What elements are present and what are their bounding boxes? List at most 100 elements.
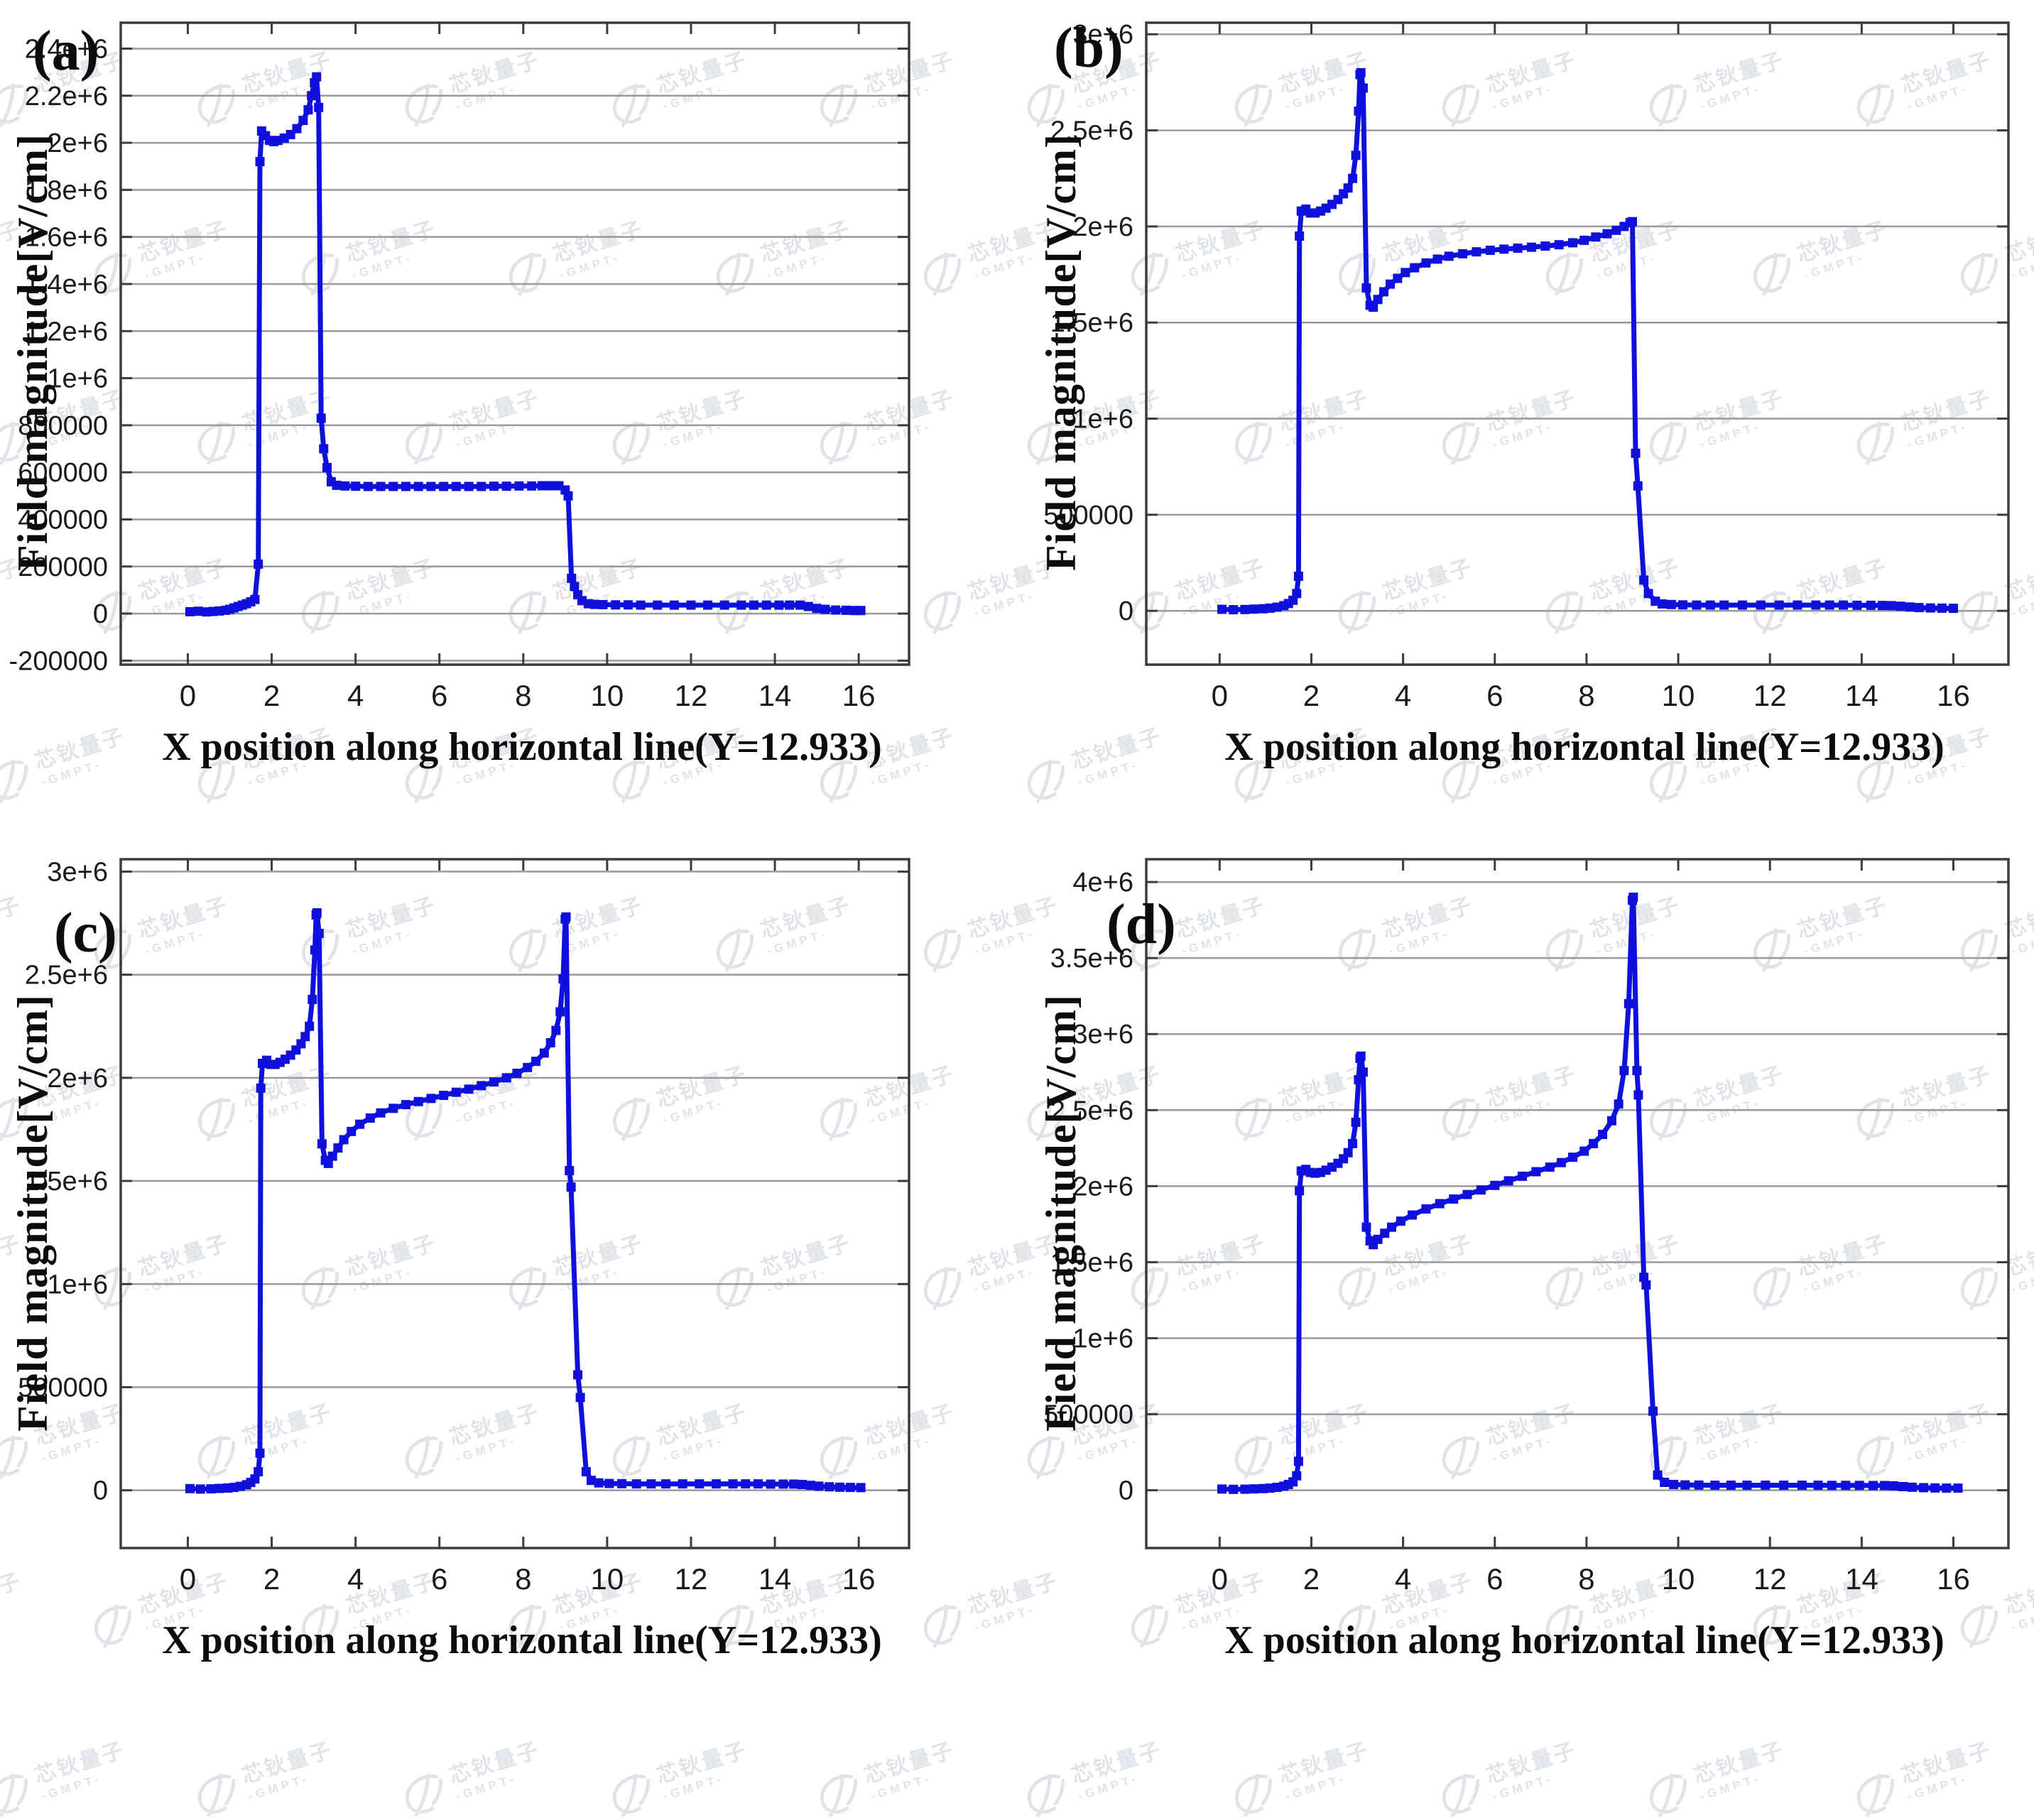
- watermark-cn-text: 芯钬量子: [1898, 1738, 1995, 1789]
- data-point-marker: [1633, 1090, 1643, 1100]
- plot-area-a: 2.4e+6 2.2e+6 2e+6 1.8e+6 1.6e+6 1.4e+6 1.2e+6…: [9, 21, 910, 712]
- data-point-marker: [1421, 1204, 1431, 1214]
- data-point-marker: [401, 1100, 410, 1110]
- y-tick-label: 0: [1119, 596, 1133, 626]
- x-tick-label: 0: [180, 1562, 196, 1596]
- data-point-marker: [1841, 1481, 1851, 1491]
- figure-grid: 2.4e+6 2.2e+6 2e+6 1.8e+6 1.6e+6 1.4e+6 1.2e+6…: [0, 0, 2010, 1696]
- watermark-cn-text: 芯钬量子: [1483, 1738, 1580, 1789]
- y-tick-label: 1.5e+6: [1050, 1248, 1133, 1277]
- data-point-marker: [831, 605, 841, 615]
- data-point-marker: [351, 481, 361, 491]
- data-point-marker: [1632, 1066, 1642, 1076]
- data-point-marker: [778, 1479, 788, 1489]
- data-point-marker: [464, 1084, 474, 1094]
- data-point-marker: [1756, 600, 1766, 610]
- logo-leaf-icon: [1649, 1773, 1687, 1817]
- data-point-marker: [1292, 589, 1302, 599]
- data-point-marker: [1356, 1051, 1366, 1061]
- watermark-en-text: -GMPT-: [454, 1771, 519, 1803]
- logo-leaf-icon: [612, 1773, 651, 1817]
- data-point-marker: [753, 1479, 763, 1489]
- logo-leaf-icon: [405, 1773, 443, 1817]
- y-tick-label: 3e+6: [1072, 1020, 1133, 1050]
- data-point-marker: [296, 1039, 306, 1049]
- y-tick-label: 2.2e+6: [25, 82, 108, 111]
- x-tick-label: 6: [431, 679, 447, 712]
- data-point-marker: [1386, 279, 1396, 289]
- data-point-marker: [1343, 183, 1353, 193]
- data-point-marker: [761, 600, 771, 610]
- field-magnitude-line: [1219, 895, 1961, 1492]
- data-point-marker: [598, 599, 608, 609]
- data-point-marker: [298, 116, 308, 126]
- y-tick-label: 1e+6: [47, 1270, 108, 1299]
- data-point-marker: [1240, 604, 1250, 614]
- panel-a: 2.4e+6 2.2e+6 2e+6 1.8e+6 1.6e+6 1.4e+6 1.2e+6…: [0, 0, 1017, 831]
- data-point-marker: [1737, 600, 1747, 610]
- data-point-marker: [1631, 448, 1641, 458]
- y-tick-label: 2e+6: [47, 1064, 108, 1094]
- data-point-marker: [314, 929, 324, 939]
- data-point-marker: [388, 481, 398, 491]
- field-magnitude-line: [1219, 70, 1956, 613]
- data-point-marker: [789, 1479, 799, 1489]
- y-tick-label: 500000: [1043, 501, 1133, 530]
- x-axis-title-a: X position along horizontal line(Y=12.93…: [162, 725, 882, 769]
- data-point-marker: [303, 105, 313, 115]
- data-point-marker: [1886, 601, 1896, 611]
- y-tick-label: 1.6e+6: [25, 223, 108, 253]
- data-point-marker: [1554, 240, 1564, 250]
- data-point-marker: [1396, 1216, 1405, 1226]
- y-tick-label: 1.2e+6: [25, 317, 108, 347]
- data-point-marker: [1472, 247, 1481, 257]
- data-point-marker: [1639, 575, 1649, 585]
- y-tick-label: 1e+6: [47, 364, 108, 394]
- data-point-marker: [1905, 602, 1915, 612]
- data-point-marker: [1458, 249, 1468, 258]
- data-point-marker: [1889, 1481, 1899, 1491]
- data-point-marker: [539, 1048, 549, 1058]
- data-point-marker: [333, 1143, 343, 1153]
- y-tick-label: 2.5e+6: [1050, 116, 1133, 146]
- x-tick-label: 16: [842, 679, 876, 712]
- panel-c: 3e+6 2.5e+6 2e+6 1.5e+6 1e+6 500000 0 0 2 4 6 8 10 12…: [0, 831, 1017, 1696]
- panel-letter-b: (b): [1054, 17, 1124, 80]
- data-point-marker: [305, 1021, 315, 1031]
- data-point-marker: [695, 1479, 705, 1489]
- data-point-marker: [214, 1483, 224, 1493]
- data-point-marker: [669, 600, 679, 610]
- y-tick-label: 0: [93, 599, 108, 629]
- data-point-marker: [1678, 600, 1688, 610]
- data-point-marker: [1692, 600, 1702, 610]
- data-point-marker: [1217, 604, 1227, 614]
- data-point-marker: [555, 1007, 565, 1017]
- data-point-marker: [1648, 1406, 1658, 1416]
- watermark-cn-text: 芯钬量子: [1690, 1738, 1788, 1789]
- x-tick-label: 4: [347, 1562, 364, 1596]
- data-point-marker: [1813, 1481, 1823, 1491]
- y-tick-label: 800000: [18, 411, 108, 441]
- data-point-marker: [1705, 600, 1715, 610]
- data-point-marker: [594, 1478, 604, 1488]
- watermark: 芯钬量子-GMPT-: [395, 1738, 548, 1820]
- y-tick-label: 2.4e+6: [25, 34, 108, 64]
- x-tick-label: 16: [842, 1562, 876, 1596]
- x-tick-label: 12: [675, 1562, 708, 1596]
- data-point-marker: [1393, 273, 1403, 283]
- data-point-marker: [736, 600, 746, 610]
- data-point-marker: [1292, 1471, 1302, 1481]
- y-axis-title-b: Field magnitude[V/cm]: [1038, 133, 1084, 571]
- data-point-marker: [1369, 303, 1378, 312]
- data-point-marker: [749, 600, 759, 610]
- watermark-cn-text: 芯钬量子: [239, 1738, 336, 1789]
- data-point-marker: [1249, 1484, 1259, 1494]
- y-tick-label: 0: [93, 1476, 108, 1506]
- data-point-marker: [1343, 1148, 1353, 1157]
- data-point-marker: [1589, 1138, 1599, 1148]
- data-point-marker: [1919, 1483, 1929, 1493]
- data-point-marker: [451, 481, 461, 491]
- data-point-marker: [1742, 1481, 1752, 1491]
- x-tick-label: 0: [180, 679, 196, 712]
- data-point-marker: [1518, 1171, 1528, 1181]
